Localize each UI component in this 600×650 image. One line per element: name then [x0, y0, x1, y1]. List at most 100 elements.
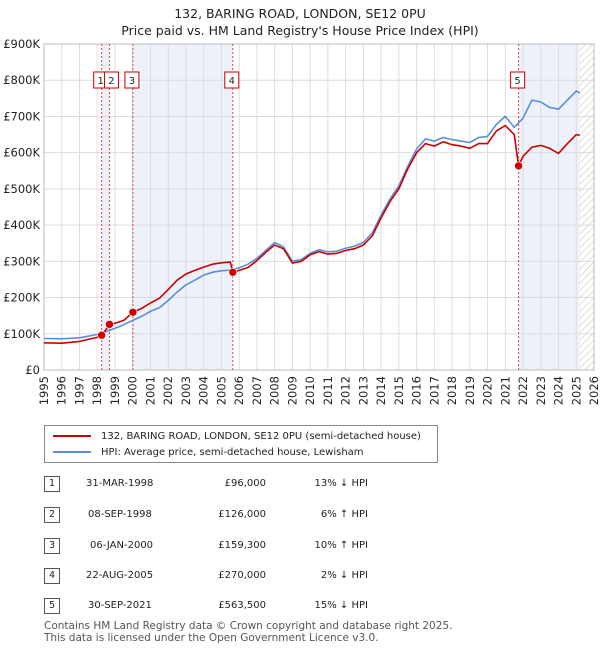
forecast-hatch — [579, 44, 594, 370]
row-date: 06-JAN-2000 — [90, 540, 154, 551]
plot-border — [43, 43, 595, 371]
y-tick-label: £200K — [3, 291, 40, 305]
transaction-label-box — [224, 71, 240, 89]
footer-copyright: Contains HM Land Registry data © Crown c… — [44, 620, 453, 632]
x-tick-label: 2017 — [427, 376, 441, 405]
x-tick-label: 1995 — [37, 376, 51, 405]
y-tick-label: £600K — [3, 146, 40, 160]
x-tick-label: 2003 — [179, 376, 193, 405]
shaded-range — [132, 44, 233, 370]
x-tick-label: 2015 — [392, 376, 406, 405]
table-row: 1 31-MAR-1998 £96,000 13% ↓ HPI — [44, 476, 424, 494]
x-tick-label: 2012 — [339, 376, 353, 405]
x-tick-label: 2014 — [374, 376, 388, 405]
row-price: £270,000 — [218, 570, 266, 581]
x-tick-label: 2023 — [534, 376, 548, 405]
x-tick-label: 1996 — [55, 376, 69, 405]
footer-licence: This data is licensed under the Open Gov… — [44, 632, 379, 644]
y-tick-label: £700K — [3, 109, 40, 123]
legend-swatch-property — [53, 435, 91, 437]
legend-swatch-hpi — [53, 451, 91, 453]
y-tick-label: £800K — [3, 73, 40, 87]
row-hpi: 6% ↑ HPI — [320, 509, 368, 520]
transaction-point — [128, 307, 138, 317]
x-tick-label: 2021 — [498, 376, 512, 405]
row-number: 4 — [44, 568, 60, 584]
row-date: 31-MAR-1998 — [86, 478, 154, 489]
x-tick-label: 2008 — [268, 376, 282, 405]
transaction-label: 2 — [108, 76, 114, 87]
x-tick-label: 2006 — [232, 376, 246, 405]
transaction-label: 4 — [229, 76, 235, 87]
legend-label-property: 132, BARING ROAD, LONDON, SE12 0PU (semi… — [101, 430, 421, 442]
y-tick-label: £900K — [3, 37, 40, 51]
row-number: 2 — [44, 507, 60, 523]
transaction-label-box — [124, 71, 140, 89]
plot-area — [44, 44, 594, 370]
transaction-point — [228, 267, 238, 277]
row-price: £563,500 — [218, 600, 266, 611]
shaded-range — [101, 44, 110, 370]
hpi-line — [43, 90, 581, 340]
x-tick-label: 2005 — [214, 376, 228, 405]
x-tick-label: 2018 — [445, 376, 459, 405]
legend: 132, BARING ROAD, LONDON, SE12 0PU (semi… — [44, 425, 438, 463]
x-tick-label: 2025 — [569, 376, 583, 405]
x-tick-label: 2010 — [303, 376, 317, 405]
table-row: 5 30-SEP-2021 £563,500 15% ↓ HPI — [44, 598, 424, 616]
row-number: 5 — [44, 598, 60, 614]
legend-item-property: 132, BARING ROAD, LONDON, SE12 0PU (semi… — [53, 428, 421, 444]
row-date: 30-SEP-2021 — [88, 600, 152, 611]
transaction-point — [97, 330, 106, 340]
legend-item-hpi: HPI: Average price, semi-detached house,… — [53, 444, 364, 460]
row-price: £159,300 — [218, 540, 266, 551]
y-tick-label: £400K — [3, 218, 40, 232]
row-hpi: 13% ↓ HPI — [314, 478, 368, 489]
table-row: 2 08-SEP-1998 £126,000 6% ↑ HPI — [44, 507, 424, 525]
x-tick-label: 2009 — [285, 376, 299, 405]
row-price: £126,000 — [218, 509, 266, 520]
chart-subtitle: Price paid vs. HM Land Registry's House … — [121, 23, 479, 38]
transaction-point — [105, 320, 114, 329]
transaction-label-box — [510, 71, 526, 89]
x-tick-label: 2026 — [587, 376, 600, 405]
x-tick-label: 2001 — [143, 376, 157, 405]
row-price: £96,000 — [224, 478, 266, 489]
row-date: 08-SEP-1998 — [88, 509, 152, 520]
x-tick-label: 2002 — [161, 376, 175, 405]
x-tick-label: 2020 — [481, 376, 495, 405]
row-hpi: 15% ↓ HPI — [314, 600, 368, 611]
x-tick-label: 2024 — [552, 376, 566, 405]
transaction-point — [514, 161, 523, 171]
transaction-label-box — [103, 71, 119, 89]
row-date: 22-AUG-2005 — [86, 570, 154, 581]
row-number: 1 — [44, 476, 60, 492]
table-row: 4 22-AUG-2005 £270,000 2% ↓ HPI — [44, 568, 424, 586]
row-number: 3 — [44, 538, 60, 554]
transaction-label: 1 — [97, 76, 103, 87]
chart-title: 132, BARING ROAD, LONDON, SE12 0PU — [174, 6, 426, 21]
shaded-range — [518, 44, 580, 370]
x-tick-label: 2022 — [516, 376, 530, 405]
x-tick-label: 1997 — [72, 376, 86, 405]
y-tick-label: £500K — [3, 182, 40, 196]
legend-label-hpi: HPI: Average price, semi-detached house,… — [101, 446, 364, 458]
x-tick-label: 2016 — [410, 376, 424, 405]
x-tick-label: 1999 — [108, 376, 122, 405]
x-tick-label: 2004 — [197, 376, 211, 405]
row-hpi: 10% ↑ HPI — [314, 540, 368, 551]
row-hpi: 2% ↓ HPI — [320, 570, 368, 581]
transaction-label: 5 — [514, 76, 520, 87]
y-tick-label: £300K — [3, 254, 40, 268]
x-tick-label: 1998 — [90, 376, 104, 405]
x-tick-label: 2019 — [463, 376, 477, 405]
x-tick-label: 2011 — [321, 376, 335, 405]
table-row: 3 06-JAN-2000 £159,300 10% ↑ HPI — [44, 538, 424, 556]
x-tick-label: 2007 — [250, 376, 264, 405]
transaction-label: 3 — [129, 76, 135, 87]
y-tick-label: £0 — [25, 363, 40, 377]
x-tick-label: 2013 — [356, 376, 370, 405]
price-chart: £0 £100K £200K £300K £400K £500K £600K £700K £80… — [3, 37, 600, 405]
x-tick-label: 2000 — [126, 376, 140, 405]
